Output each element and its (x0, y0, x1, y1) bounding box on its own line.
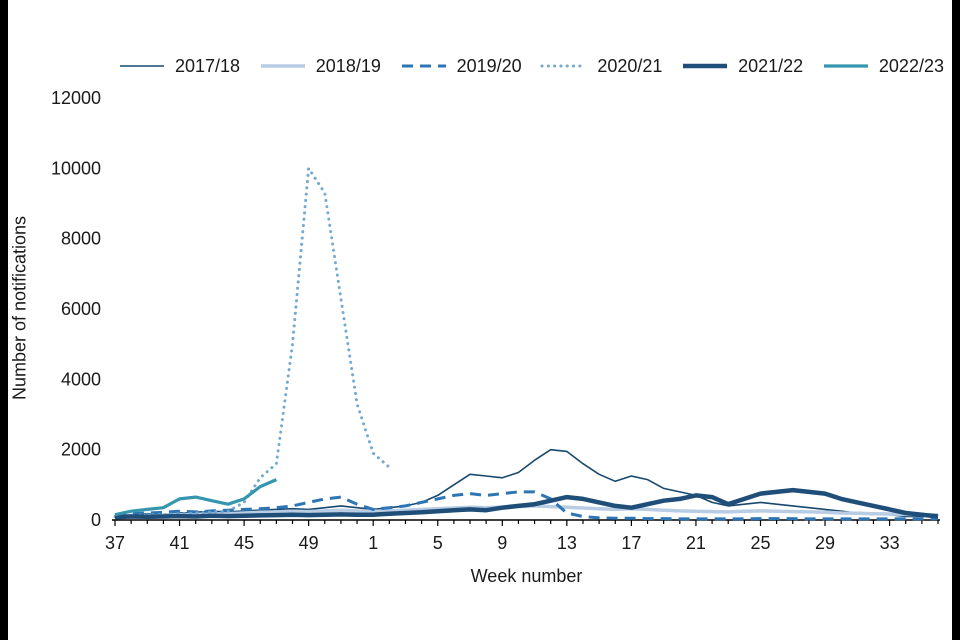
legend-item-2021-22: 2021/22 (681, 56, 803, 77)
series-line-2017-18 (114, 448, 939, 518)
x-tick-label: 17 (621, 533, 641, 553)
x-tick-label: 41 (170, 533, 190, 553)
legend-item-2020-21: 2020/21 (540, 56, 662, 77)
x-tick-label: 45 (234, 533, 254, 553)
left-border-bar (0, 0, 8, 640)
legend-line-swatch (120, 65, 164, 67)
y-tick-label: 6000 (61, 299, 101, 319)
x-tick-label: 13 (557, 533, 577, 553)
legend-item-2017-18: 2017/18 (118, 56, 240, 77)
x-tick-label: 49 (299, 533, 319, 553)
y-tick-label: 10000 (51, 158, 101, 178)
legend-line-swatch (260, 64, 305, 68)
chart-legend: 2017/18 2018/19 2019/20 2020/21 2021/22 2022/… (118, 52, 944, 80)
legend-label: 2017/18 (175, 55, 241, 76)
y-tick-label: 0 (91, 510, 101, 530)
x-tick-label: 25 (750, 533, 770, 553)
series-line-2022-23 (114, 478, 278, 517)
legend-label: 2020/21 (597, 55, 663, 76)
series-line-2021-22 (114, 487, 939, 520)
x-tick-label: 1 (368, 533, 378, 553)
x-axis-title: Week number (470, 566, 583, 586)
legend-label: 2022/23 (878, 55, 944, 76)
x-tick-label: 5 (433, 533, 443, 553)
legend-line-swatch (683, 63, 728, 69)
y-tick-label: 8000 (61, 229, 101, 249)
y-axis-title: Number of notifications (9, 215, 30, 401)
legend-label: 2019/20 (456, 55, 522, 76)
x-tick-label: 9 (497, 533, 507, 553)
right-border-bar (952, 0, 960, 640)
legend-label: 2021/22 (738, 55, 804, 76)
legend-line-swatch (401, 64, 446, 68)
legend-item-2018-19: 2018/19 (259, 56, 381, 77)
x-tick-label: 37 (105, 533, 125, 553)
y-tick-label: 4000 (61, 369, 101, 389)
x-tick-label: 29 (815, 533, 835, 553)
legend-line-swatch (823, 64, 868, 68)
y-tick-label: 12000 (51, 88, 101, 108)
legend-label: 2018/19 (315, 55, 381, 76)
series-line-2020-21 (113, 166, 391, 518)
y-tick-label: 2000 (61, 440, 101, 460)
x-tick-label: 33 (880, 533, 900, 553)
legend-item-2019-20: 2019/20 (400, 56, 522, 77)
series-line-2019-20 (114, 490, 939, 521)
legend-item-2022-23: 2022/23 (822, 56, 944, 77)
x-tick-label: 21 (686, 533, 706, 553)
legend-line-swatch (540, 64, 588, 68)
